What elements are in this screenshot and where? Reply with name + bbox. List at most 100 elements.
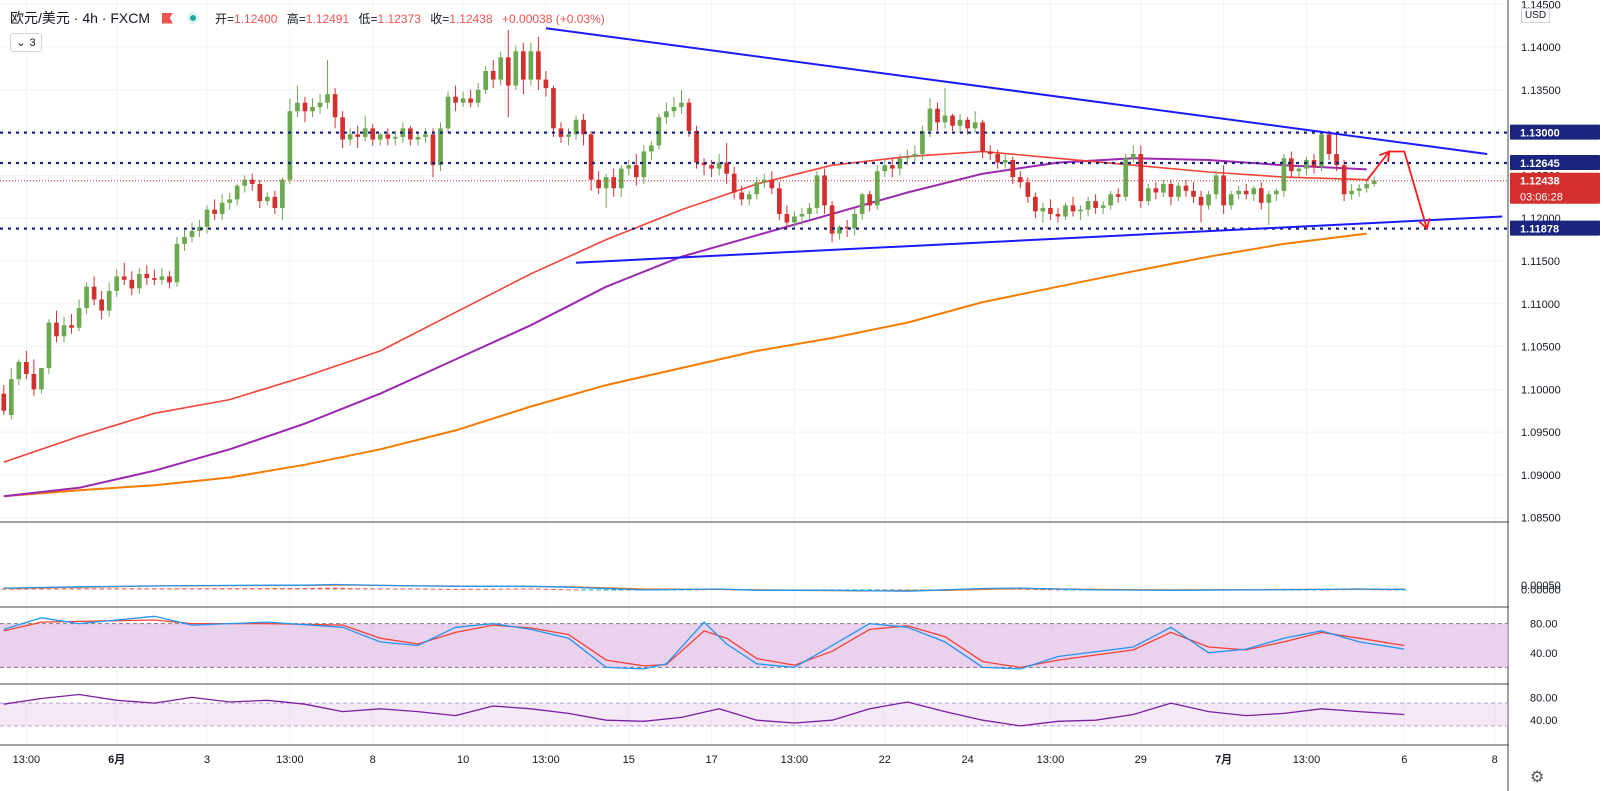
candle-body <box>814 175 820 208</box>
candle <box>573 115 579 140</box>
level-price-tag: 1.13000 <box>1520 128 1560 140</box>
candle <box>332 88 338 129</box>
candle-body <box>882 165 888 172</box>
time-tick-label: 13:00 <box>532 754 560 766</box>
macd-histogram-bar <box>588 589 594 591</box>
macd-histogram-bar <box>528 588 534 590</box>
candle-body <box>716 162 722 169</box>
candle-body <box>972 122 978 129</box>
macd-histogram-bar <box>889 589 895 591</box>
macd-histogram-bar <box>332 587 338 590</box>
candle <box>588 130 594 191</box>
price-tick-label: 1.14000 <box>1521 42 1561 54</box>
open-value: 1.12400 <box>234 11 278 26</box>
candle <box>106 282 112 317</box>
candle-body <box>784 213 790 223</box>
candle-body <box>1093 201 1098 208</box>
candle <box>249 173 255 191</box>
macd-histogram-bar <box>91 588 97 590</box>
candle <box>219 194 225 220</box>
macd-histogram-bar <box>415 588 421 590</box>
candle-body <box>626 165 632 169</box>
candle <box>1040 202 1046 223</box>
candle-body <box>468 98 473 103</box>
candle-body <box>822 175 827 206</box>
low-label: 低= <box>358 11 378 26</box>
indicator-count: 3 <box>29 36 36 49</box>
symbol-title[interactable]: 欧元/美元 · 4h · FXCM <box>10 10 151 26</box>
candle <box>1017 171 1023 189</box>
macd-histogram-bar <box>317 587 323 590</box>
candle <box>61 316 67 343</box>
candle-body <box>1048 207 1053 214</box>
candle-body <box>611 177 617 189</box>
time-tick-label: 13:00 <box>1293 754 1321 766</box>
indicator-toggle-button[interactable]: ⌄ 3 <box>10 33 42 52</box>
macd-histogram-bar <box>340 587 345 590</box>
candle-body <box>852 213 857 229</box>
candle-body <box>347 134 353 140</box>
time-tick-label: 8 <box>370 754 376 766</box>
candle-body <box>227 199 232 203</box>
stoch-tick-label: 80.00 <box>1530 619 1558 631</box>
candle <box>709 160 714 178</box>
candle <box>701 158 707 176</box>
candle <box>129 271 135 296</box>
candle-body <box>1206 194 1211 206</box>
candle-body <box>709 165 714 169</box>
candle-body <box>1123 158 1129 197</box>
rsi-line <box>3 693 1405 727</box>
candle-body <box>965 119 970 129</box>
candle-body <box>219 202 225 214</box>
macd-histogram-bar <box>566 589 571 591</box>
moving-averages <box>3 150 1367 498</box>
time-tick-label: 10 <box>457 754 469 766</box>
macd-histogram-bar <box>874 589 880 591</box>
change-value: +0.00038 (+0.03%) <box>502 11 605 26</box>
macd-histogram-bar <box>453 588 458 590</box>
currency-button[interactable]: USD <box>1521 8 1551 23</box>
trendlines[interactable] <box>545 27 1503 264</box>
candle-body <box>475 89 481 103</box>
candle-body <box>377 134 383 140</box>
candle-body <box>1115 194 1121 197</box>
flag-icon[interactable] <box>162 12 174 24</box>
macd-histogram-bar <box>430 588 436 590</box>
candle-body <box>724 162 729 174</box>
candle <box>167 271 172 289</box>
candle-body <box>581 119 586 135</box>
horizontal-levels[interactable] <box>0 131 1508 230</box>
macd-histogram-bar <box>182 588 187 590</box>
candle <box>1334 134 1339 172</box>
macd-histogram-bar <box>460 588 466 590</box>
candle <box>1198 190 1204 223</box>
candle <box>912 145 918 163</box>
candle <box>611 168 617 197</box>
forecast-down-arrow <box>1418 218 1431 231</box>
time-axis[interactable]: 13:00 6月 3 13:00 8 10 13:00 15 17 13:00 22 24 13:00 2… <box>13 753 1498 766</box>
candle <box>1085 196 1091 217</box>
close-label: 收= <box>430 11 450 26</box>
candle <box>995 149 1001 169</box>
candle-body <box>859 194 865 214</box>
trendline[interactable] <box>575 215 1503 264</box>
price-tick-label: 1.10000 <box>1521 384 1561 396</box>
price-axis[interactable]: 1.145001.140001.135001.130001.125001.120… <box>1509 0 1604 791</box>
candle-body <box>664 111 669 118</box>
candle <box>1304 156 1309 176</box>
candle <box>1289 151 1294 178</box>
ohlc-values: 开=1.12400 高=1.12491 低=1.12373 收=1.12438 … <box>215 10 611 27</box>
candle-body <box>234 185 240 200</box>
candle-body <box>1033 196 1038 212</box>
gear-icon[interactable]: ⚙ <box>1530 769 1545 786</box>
macd-histogram-bar <box>897 589 903 591</box>
candle <box>1191 182 1196 203</box>
candle-body <box>1296 168 1302 172</box>
candle <box>69 314 74 334</box>
macd-histogram-bar <box>573 589 579 591</box>
candle-body <box>927 108 933 131</box>
candle-body <box>1319 134 1324 167</box>
trendline[interactable] <box>545 27 1488 156</box>
countdown-timer: 03:06:28 <box>1520 192 1563 204</box>
